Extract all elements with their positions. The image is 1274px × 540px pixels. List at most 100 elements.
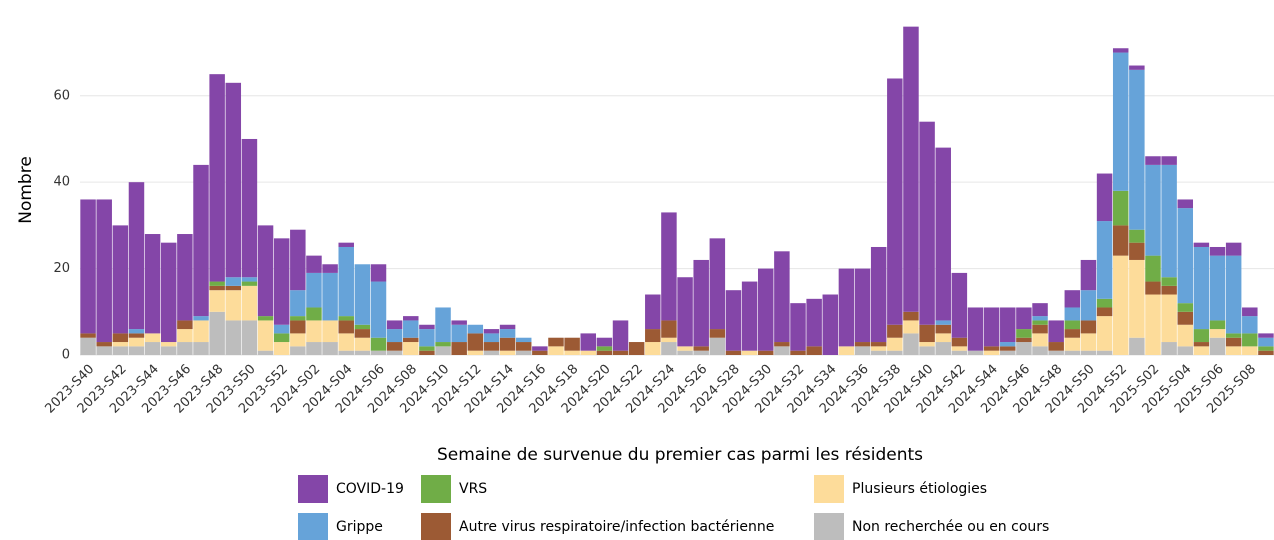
bar-segment — [854, 268, 871, 343]
bar-segment — [612, 320, 629, 351]
bar-segment — [870, 350, 887, 355]
bar-segment — [177, 342, 193, 355]
bar-segment — [80, 333, 96, 338]
bar-segment — [273, 342, 290, 355]
bar-segment — [1096, 173, 1113, 222]
bar-segment — [741, 281, 758, 351]
bar-segment — [144, 333, 161, 343]
bar-segment — [548, 346, 564, 355]
bar-segment — [870, 342, 887, 347]
bar-segment — [1032, 316, 1048, 321]
bar-segment — [1112, 190, 1129, 226]
bar-segment — [257, 316, 274, 321]
bar-segment — [241, 277, 258, 282]
bar-segment — [1193, 329, 1210, 343]
bar-segment — [1177, 311, 1194, 325]
bar-segment — [370, 281, 387, 338]
bar-segment — [693, 346, 709, 351]
bar-segment — [1225, 255, 1242, 334]
bar-segment — [435, 307, 451, 343]
bar-segment — [1145, 156, 1161, 165]
y-tick-label: 60 — [53, 88, 70, 103]
bar-segment — [290, 333, 306, 347]
bar-segment — [677, 277, 693, 347]
bar-segment — [1016, 307, 1032, 330]
bar-segment — [80, 199, 96, 334]
bar-segment — [225, 277, 242, 286]
bar-segment — [370, 350, 387, 355]
bar-segment — [241, 281, 258, 286]
bar-segment — [128, 329, 145, 334]
bar-segment — [354, 337, 371, 351]
bar-segment — [144, 342, 161, 355]
bar-segment — [741, 350, 758, 355]
bar-segment — [257, 350, 274, 355]
bar-segment — [1048, 342, 1064, 351]
bar-segment — [241, 285, 258, 321]
bar-segment — [1112, 48, 1129, 53]
bar-segment — [435, 342, 451, 347]
bar-segment — [483, 333, 500, 343]
bar-segment — [1177, 324, 1194, 347]
bar-segment — [1161, 342, 1177, 355]
bar-segment — [451, 320, 467, 325]
bar-segment — [1096, 307, 1113, 317]
bar-segment — [193, 320, 209, 343]
bar-segment — [935, 342, 951, 355]
bar-segment — [1096, 221, 1113, 299]
bar-segment — [645, 294, 661, 330]
bar-segment — [1145, 281, 1161, 295]
bar-segment — [338, 333, 354, 351]
bar-segment — [903, 320, 919, 334]
legend-label: COVID-19 — [336, 481, 404, 497]
bar-segment — [887, 337, 903, 351]
bar-segment — [709, 329, 726, 338]
bar-segment — [193, 316, 209, 321]
bar-segment — [596, 337, 613, 347]
bar-segment — [386, 329, 403, 343]
bar-segment — [1032, 320, 1048, 325]
bar-segment — [1080, 333, 1097, 351]
bar-segment — [1177, 208, 1194, 304]
bar-segment — [1258, 346, 1274, 351]
bar-segment — [209, 281, 225, 286]
bar-segment — [1080, 259, 1097, 291]
bar-segment — [1242, 316, 1258, 334]
bar-segment — [1193, 242, 1210, 247]
bar-segment — [273, 333, 290, 343]
bar-segment — [1161, 156, 1177, 165]
bar-segment — [903, 333, 919, 355]
bar-segment — [1209, 255, 1226, 321]
bar-segment — [870, 246, 887, 343]
bar-segment — [822, 294, 839, 355]
bar-segment — [1096, 350, 1113, 355]
legend-swatch — [298, 475, 328, 503]
bar-segment — [451, 324, 467, 343]
bar-segment — [1016, 337, 1032, 343]
bar-segment — [96, 346, 112, 355]
bar-segment — [273, 238, 290, 325]
bar-segment — [96, 199, 112, 343]
bar-segment — [306, 272, 322, 308]
bar-segment — [1032, 324, 1048, 334]
bar-segment — [790, 303, 806, 351]
bar-segment — [1145, 255, 1161, 282]
bar-segment — [919, 342, 935, 347]
bar-segment — [951, 346, 968, 351]
bar-segment — [903, 26, 919, 312]
bar-segment — [338, 242, 354, 247]
bar-segment — [1145, 294, 1161, 355]
bar-segment — [1193, 246, 1210, 330]
bar-segment — [322, 342, 338, 355]
bar-segment — [580, 350, 597, 355]
bar-segment — [338, 316, 354, 321]
bar-segment — [1129, 242, 1145, 260]
bar-segment — [499, 350, 516, 355]
bar-segment — [951, 350, 968, 355]
bar-segment — [1129, 229, 1145, 243]
bar-segment — [1064, 290, 1081, 308]
bar-segment — [419, 346, 435, 351]
legend-label: Autre virus respiratoire/infection bacté… — [459, 519, 774, 535]
y-tick-label: 0 — [62, 348, 70, 363]
